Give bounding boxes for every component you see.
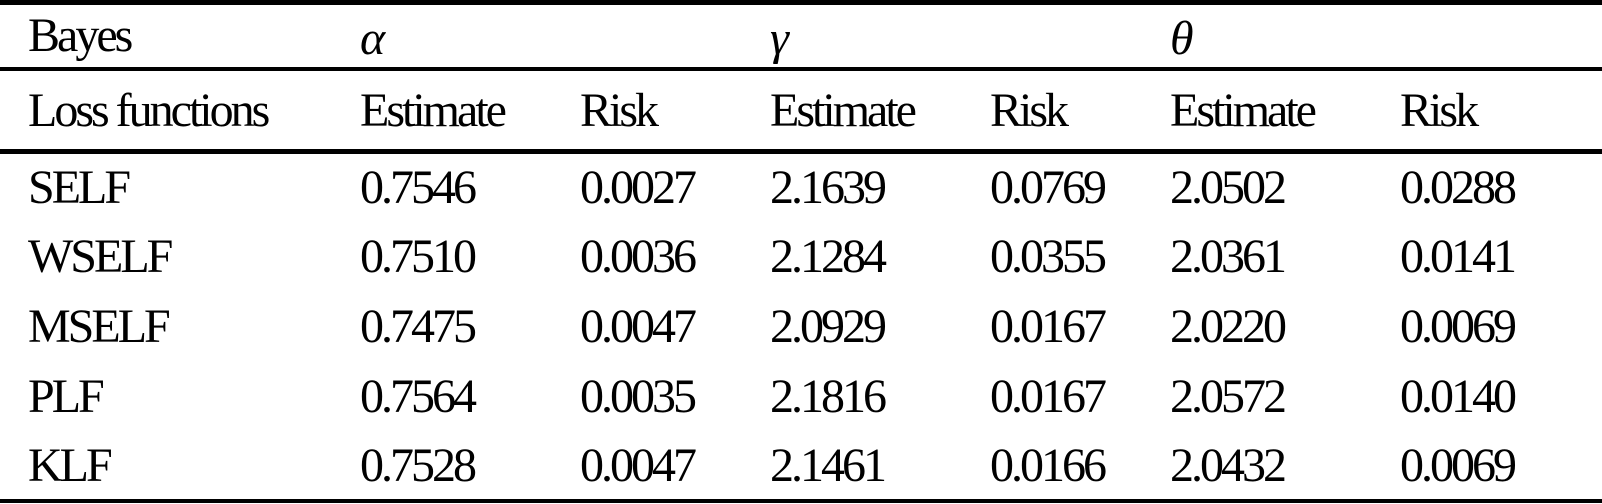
subheader-estimate-alpha: Estimate	[360, 68, 580, 155]
greek-letter-theta: θ	[1170, 12, 1194, 66]
table-row-self: SELF 0.7546 0.0027 2.1639 0.0769 2.0502 …	[0, 152, 1602, 222]
value-cell: 2.0432	[1170, 438, 1287, 492]
value-cell: 0.0167	[990, 369, 1107, 423]
value-cell: 0.0047	[580, 438, 697, 492]
value-cell: 0.0047	[580, 299, 697, 353]
value-cell: 0.7510	[360, 230, 477, 284]
row-label: MSELF	[28, 299, 171, 353]
value-cell: 2.0929	[770, 299, 887, 353]
value-cell: 2.1284	[770, 230, 887, 284]
greek-letter-alpha: α	[360, 12, 385, 66]
table-row-wself: WSELF 0.7510 0.0036 2.1284 0.0355 2.0361…	[0, 222, 1602, 292]
value-cell: 0.0769	[990, 161, 1107, 215]
value-cell: 0.0069	[1400, 438, 1517, 492]
value-cell: 0.7528	[360, 438, 477, 492]
hat-accent: ˆ	[1166, 0, 1195, 32]
value-cell: 0.7475	[360, 299, 477, 353]
subheader-risk-gamma: Risk	[990, 68, 1171, 155]
greek-letter-gamma: γ	[770, 12, 789, 66]
table-row-klf: KLF 0.7528 0.0047 2.1461 0.0166 2.0432 0…	[0, 431, 1602, 501]
subheader-risk-alpha: Risk	[580, 68, 771, 155]
value-cell: 0.0141	[1400, 230, 1517, 284]
value-cell: 2.0502	[1170, 161, 1287, 215]
table-row-mself: MSELF 0.7475 0.0047 2.0929 0.0167 2.0220…	[0, 291, 1602, 361]
value-cell: 0.7564	[360, 369, 477, 423]
value-cell: 0.7546	[360, 161, 477, 215]
sub-header-row: Loss functions Estimate Risk Estimate Ri…	[0, 68, 1602, 155]
value-cell: 2.0361	[1170, 230, 1287, 284]
value-cell: 2.1816	[770, 369, 887, 423]
subheader-estimate-gamma: Estimate	[770, 68, 991, 155]
group-header-row: Bayes ˆ α ˆ γ ˆ θ	[0, 0, 1602, 71]
theta-hat-symbol: ˆ θ	[1166, 0, 1195, 66]
loss-functions-label: Loss functions	[28, 83, 270, 137]
value-cell: 2.0220	[1170, 299, 1287, 353]
value-cell: 2.0572	[1170, 369, 1287, 423]
subheader-estimate-theta: Estimate	[1170, 68, 1401, 155]
value-cell: 0.0355	[990, 230, 1107, 284]
value-cell: 2.1639	[770, 161, 887, 215]
param-header-gamma: ˆ γ	[764, 0, 1171, 71]
value-cell: 0.0027	[580, 161, 697, 215]
gamma-hat-symbol: ˆ γ	[764, 0, 793, 66]
table-row-plf: PLF 0.7564 0.0035 2.1816 0.0167 2.0572 0…	[0, 361, 1602, 431]
value-cell: 0.0288	[1400, 161, 1517, 215]
value-cell: 0.0036	[580, 230, 697, 284]
loss-functions-header: Loss functions	[0, 68, 360, 155]
row-label: KLF	[28, 438, 113, 492]
value-cell: 2.1461	[770, 438, 887, 492]
value-cell: 0.0069	[1400, 299, 1517, 353]
hat-accent: ˆ	[356, 0, 386, 32]
value-cell: 0.0035	[580, 369, 697, 423]
row-label: SELF	[28, 161, 131, 215]
corner-header-label: Bayes	[28, 9, 133, 63]
row-label: PLF	[28, 369, 105, 423]
row-label: WSELF	[28, 230, 173, 284]
subheader-risk-theta: Risk	[1400, 68, 1602, 155]
alpha-hat-symbol: ˆ α	[357, 0, 386, 66]
hat-accent: ˆ	[763, 0, 793, 32]
corner-header-bayes: Bayes	[0, 2, 360, 71]
value-cell: 0.0140	[1400, 369, 1517, 423]
param-header-alpha: ˆ α	[357, 0, 771, 71]
param-header-theta: ˆ θ	[1166, 0, 1602, 71]
value-cell: 0.0167	[990, 299, 1107, 353]
value-cell: 0.0166	[990, 438, 1107, 492]
